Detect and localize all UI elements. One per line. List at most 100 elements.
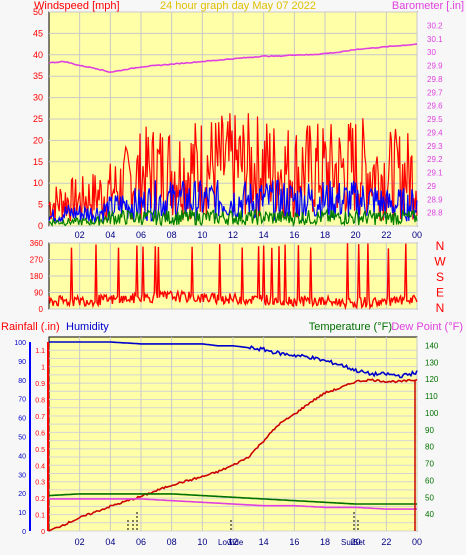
x-tick-label: 22 <box>381 537 391 547</box>
x-tick-label: 12 <box>228 230 238 240</box>
x-tick-label: 02 <box>75 537 85 547</box>
humidity-tick-label: 0 <box>22 529 26 536</box>
barometer-tick-label: 30.1 <box>427 35 443 44</box>
series-line-dew-point <box>49 498 417 510</box>
temperature-tick-label: 110 <box>425 392 438 401</box>
x-tick-label: 04 <box>105 537 115 547</box>
rainfall-axis-label: Rainfall (.in) <box>1 321 60 333</box>
rainfall-tick-label: 0.4 <box>35 463 45 470</box>
x-tick-label: 16 <box>289 230 299 240</box>
x-tick-label: 20 <box>351 230 361 240</box>
rainfall-tick-label: 0.5 <box>35 447 45 454</box>
x-tick-label: 02 <box>75 230 85 240</box>
humidity-tick-label: 80 <box>18 378 26 385</box>
windspeed-tick-label: 5 <box>38 200 43 210</box>
barometer-tick-label: 29.4 <box>427 128 443 137</box>
windspeed-tick-label: 40 <box>33 50 43 60</box>
compass-label: W <box>434 255 446 269</box>
compass-label: E <box>436 286 444 300</box>
temperature-tick-label: 70 <box>425 460 434 469</box>
rainfall-tick-label: 0.2 <box>35 496 45 503</box>
x-tick-label: 04 <box>105 230 115 240</box>
wind-series-line <box>48 179 418 224</box>
barometer-tick-label: 29.2 <box>427 155 443 164</box>
compass-label: N <box>436 239 445 253</box>
barometer-tick-label: 29.8 <box>427 75 443 84</box>
direction-tick-label: 90 <box>34 289 43 298</box>
rainfall-tick-label: 0.3 <box>35 480 45 487</box>
humidity-tick-label: 20 <box>18 491 26 498</box>
humidity-tick-label: 70 <box>18 397 26 404</box>
wind-barometer-panel: 0 5 10 15 20 25 30 35 40 45 50 02 04 06 08 10 12 14 16 18 20… <box>33 7 443 240</box>
humidity-tick-label: 30 <box>18 472 26 479</box>
low-tide-label-low: Low <box>218 538 233 547</box>
rainfall-tick-label: 1 <box>41 365 45 372</box>
humidity-tick-label: 10 <box>18 510 26 517</box>
temperature-tick-label: 80 <box>425 443 434 452</box>
x-tick-label: 22 <box>381 230 391 240</box>
temperature-tick-label: 140 <box>425 341 439 350</box>
wind-series-line <box>48 113 418 222</box>
windspeed-tick-label: 45 <box>33 28 43 38</box>
rainfall-tick-label: 0.7 <box>35 414 45 421</box>
wind-chart-title: 24 hour graph day May 07 2022 <box>160 0 316 12</box>
x-tick-label: 00 <box>412 537 422 547</box>
x-tick-label: 00 <box>412 230 422 240</box>
barometer-tick-label: 30 <box>427 48 436 57</box>
windspeed-axis-label: Windspeed [mph] <box>34 0 120 12</box>
rainfall-tick-label: 0.1 <box>35 513 45 520</box>
temperature-tick-label: 50 <box>425 493 434 502</box>
sunset-label-set: Set <box>353 538 366 547</box>
humidity-tick-label: 40 <box>18 453 26 460</box>
windspeed-tick-label: 20 <box>33 135 43 145</box>
humidity-tick-label: 90 <box>18 359 26 366</box>
rain-humidity-temp-panel: 010203040506070809010000.10.20.30.40.50.… <box>14 336 439 547</box>
temperature-tick-label: 100 <box>425 409 439 418</box>
temperature-axis-label: Temperature (°F) <box>309 321 392 333</box>
rainfall-tick-label: 1.1 <box>35 348 45 355</box>
series-line-humidity <box>49 341 418 379</box>
barometer-tick-label: 29.6 <box>427 102 443 111</box>
humidity-tick-label: 100 <box>14 340 26 347</box>
compass-label: S <box>436 270 444 284</box>
x-tick-label: 08 <box>167 230 177 240</box>
direction-tick-label: 180 <box>30 272 44 281</box>
x-tick-label: 14 <box>259 537 269 547</box>
barometer-tick-label: 29.9 <box>427 62 443 71</box>
windspeed-tick-label: 15 <box>33 157 43 167</box>
temperature-tick-label: 90 <box>425 426 434 435</box>
barometer-tick-label: 30.2 <box>427 21 443 30</box>
x-tick-label: 18 <box>320 537 330 547</box>
humidity-tick-label: 60 <box>18 416 26 423</box>
temperature-tick-label: 120 <box>425 375 439 384</box>
barometer-tick-label: 29.7 <box>427 88 443 97</box>
direction-tick-label: 360 <box>30 239 44 248</box>
dewpoint-axis-label: Dew Point (°F) <box>391 321 463 333</box>
humidity-axis-label: Humidity <box>66 321 109 333</box>
barometer-series-line <box>48 43 417 74</box>
humidity-tick-label: 50 <box>18 435 26 442</box>
barometer-axis-label: Barometer [.in] <box>392 0 464 12</box>
barometer-tick-label: 29.3 <box>427 142 443 151</box>
direction-tick-label: 270 <box>30 256 44 265</box>
x-tick-label: 14 <box>259 230 269 240</box>
temperature-tick-label: 130 <box>425 358 439 367</box>
rainfall-tick-label: 0.6 <box>35 430 45 437</box>
x-tick-label: 18 <box>320 230 330 240</box>
barometer-tick-label: 29.1 <box>427 169 443 178</box>
x-tick-label: 12 <box>228 537 238 547</box>
x-tick-label: 10 <box>197 230 207 240</box>
windspeed-tick-label: 50 <box>33 7 43 17</box>
sunset-label-sun: Sun <box>341 538 355 547</box>
direction-tick-label: 0 <box>39 305 44 314</box>
barometer-tick-label: 28.8 <box>427 209 443 218</box>
x-tick-label: 16 <box>289 537 299 547</box>
wind-series-line <box>48 207 418 228</box>
x-tick-label: 08 <box>167 537 177 547</box>
barometer-tick-label: 29 <box>427 182 436 191</box>
low-tide-label-tide: Tide <box>228 538 244 547</box>
windspeed-tick-label: 35 <box>33 71 43 81</box>
temperature-tick-label: 40 <box>425 510 434 519</box>
